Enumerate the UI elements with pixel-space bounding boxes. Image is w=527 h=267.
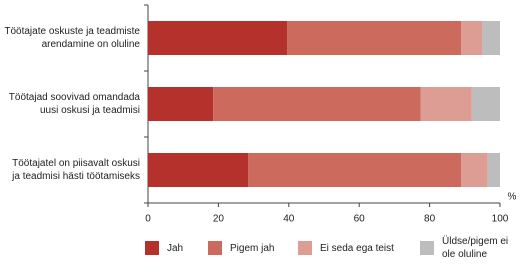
legend-swatch [208, 241, 222, 255]
bar-segment [461, 153, 488, 187]
bar-segment [482, 21, 500, 55]
legend-swatch [298, 241, 312, 255]
category-label: Töötajate oskuste ja teadmiste arendamin… [4, 26, 140, 50]
legend-label: Jah [167, 242, 184, 254]
x-tick-label: 40 [283, 214, 295, 225]
x-tick-label: 60 [354, 214, 366, 225]
legend-label: Pigem jah [230, 242, 275, 254]
bar-segment [287, 21, 462, 55]
bar-segment [148, 153, 249, 187]
bar-segment [420, 87, 472, 121]
x-tick-label: 80 [424, 214, 436, 225]
category-label: Töötajad soovivad omandada uusi oskusi j… [8, 92, 140, 116]
legend-swatch [145, 241, 159, 255]
x-axis-label: % [508, 192, 517, 203]
legend-swatch [420, 241, 434, 255]
bar-segment [148, 21, 288, 55]
category-label: Töötajatel on piisavalt oskusi ja teadmi… [12, 158, 140, 182]
x-tick-label: 100 [492, 214, 509, 225]
legend-label: Üldse/pigem ei ole oluline [442, 236, 509, 260]
bar-segment [461, 21, 483, 55]
bar-segment [148, 87, 214, 121]
legend-label: Ei seda ega teist [320, 242, 394, 254]
bar-segment [487, 153, 500, 187]
x-tick-label: 0 [145, 214, 151, 225]
bar-segment [213, 87, 421, 121]
x-tick-label: 20 [213, 214, 225, 225]
bar-segment [471, 87, 500, 121]
bar-segment [248, 153, 462, 187]
